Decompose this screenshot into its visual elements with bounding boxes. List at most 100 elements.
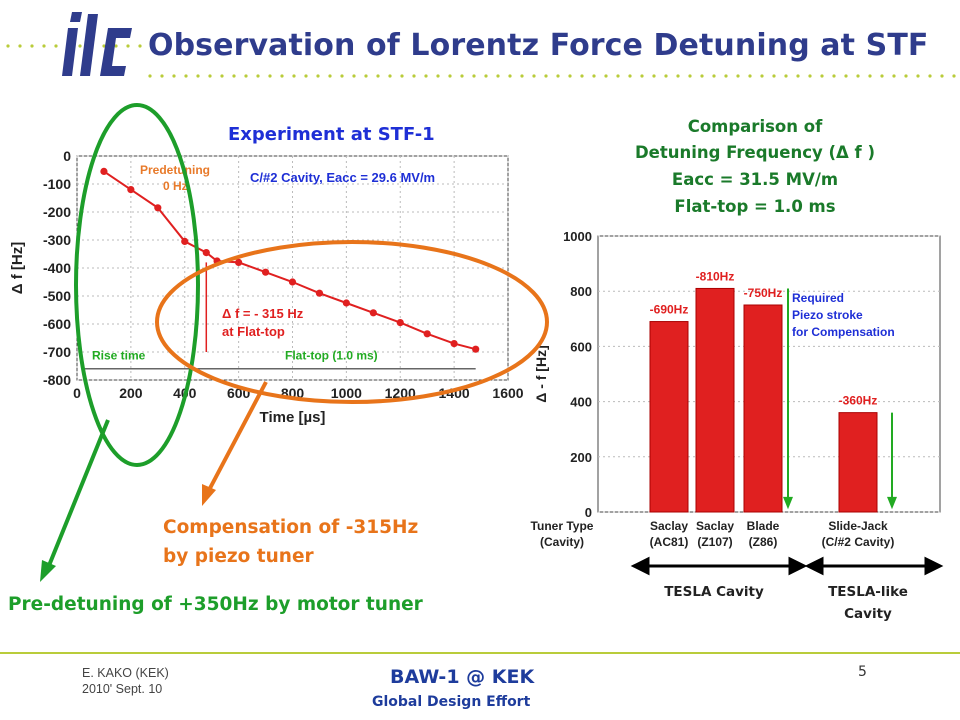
y-tick-label: -400 [43, 260, 71, 276]
piezo-stroke-arrowhead [783, 496, 793, 510]
x-tick-label: 1600 [492, 385, 523, 401]
header-dot [138, 44, 142, 48]
bar-y-tick-label: 0 [585, 505, 592, 520]
header-dot [832, 74, 836, 78]
header-dot [676, 74, 680, 78]
bar-category-label: Blade [747, 519, 780, 533]
bar-category-sublabel: (AC81) [650, 535, 689, 549]
header-dot [568, 74, 572, 78]
y-tick-label: -100 [43, 176, 71, 192]
x-tick-label: 1400 [439, 385, 470, 401]
footer-meeting: BAW-1 @ KEK [390, 666, 535, 688]
chart-title: C/#2 Cavity, Eacc = 29.6 MV/m [250, 170, 435, 185]
y-tick-label: -600 [43, 316, 71, 332]
header-dot [160, 74, 164, 78]
header-dot [388, 74, 392, 78]
header-dot [796, 74, 800, 78]
header-dot [544, 74, 548, 78]
annotation-flat-top-duration: Flat-top (1.0 ms) [285, 349, 378, 363]
bar [838, 412, 878, 513]
compensation-arrow-head [202, 484, 216, 506]
footer-author: E. KAKO (KEK) [82, 666, 169, 680]
header-dot [580, 74, 584, 78]
header-dot [952, 74, 956, 78]
detuning-bar-chart: 0 200 400 600 800 1000 Δ - f [Hz] -690Hz Saclay (… [531, 229, 941, 549]
bar-category-label: Slide-Jack [828, 519, 888, 533]
bar-data-label: -360Hz [839, 394, 878, 408]
predetuning-arrow-head [40, 560, 56, 582]
header-dot [256, 74, 260, 78]
detuning-point [181, 237, 189, 245]
detuning-point [202, 249, 210, 257]
header-dot [114, 44, 118, 48]
header-dot [856, 74, 860, 78]
bar-annotation: Piezo stroke [792, 308, 863, 322]
ilc-logo [62, 12, 132, 76]
bar-y-tick-label: 400 [570, 395, 592, 410]
detuning-point [154, 204, 162, 212]
bar-y-tick-label: 1000 [563, 229, 592, 244]
header-dot [42, 44, 46, 48]
header-dot [244, 74, 248, 78]
detuning-point [450, 340, 458, 348]
annotation-delta-f: Δ f = - 315 Hz [222, 306, 304, 321]
page-number: 5 [858, 664, 867, 680]
detuning-point [315, 289, 324, 297]
header-dot [148, 74, 152, 78]
header-dot [316, 74, 320, 78]
bar [695, 287, 735, 513]
header-dot [412, 74, 416, 78]
footer-organization: Global Design Effort [372, 694, 531, 710]
slide-jack-arrowhead [887, 496, 897, 510]
bar-axis-header: Tuner Type [531, 519, 594, 533]
detuning-point [213, 257, 221, 265]
header-dot [448, 74, 452, 78]
header-dot [484, 74, 488, 78]
footer-divider [0, 652, 960, 654]
header-dot [820, 74, 824, 78]
bar [743, 304, 783, 513]
detuning-point [369, 309, 377, 317]
annotation-rise-time: Rise time [92, 349, 146, 363]
header-dot [196, 74, 200, 78]
bar-data-label: -690Hz [650, 303, 689, 317]
bar-annotation: for Compensation [792, 325, 895, 339]
header-dot [532, 74, 536, 78]
detuning-line-chart: 0 200 400 600 800 1000 1200 1400 1600 0 -100 -200 -3… [9, 148, 524, 426]
header-dot [328, 74, 332, 78]
header-dot [126, 44, 130, 48]
annotation-flat-top: at Flat-top [222, 324, 285, 339]
header-dot [592, 74, 596, 78]
header-dot [232, 74, 236, 78]
bar-category-label: Saclay [696, 519, 734, 533]
detuning-point [423, 330, 431, 338]
header-dot [352, 74, 356, 78]
header-dot [496, 74, 500, 78]
header-dot [904, 74, 908, 78]
header-dot [424, 74, 428, 78]
tesla-cavity-label: TESLA Cavity [664, 584, 764, 600]
header-dot [436, 74, 440, 78]
header-dot [784, 74, 788, 78]
detuning-point [342, 299, 350, 307]
header-dot [18, 44, 22, 48]
y-tick-label: -300 [43, 232, 71, 248]
annotation-predetuning: Predetuning [140, 163, 210, 177]
y-axis-label: Δ f [Hz] [9, 242, 26, 294]
header-dot [520, 74, 524, 78]
header-dot [664, 74, 668, 78]
header-dot [772, 74, 776, 78]
detuning-point [288, 278, 297, 286]
comparison-line-2: Detuning Frequency (Δ f ) [634, 143, 876, 162]
header-dot [940, 74, 944, 78]
footer-date: 2010' Sept. 10 [82, 682, 163, 696]
header-dot [30, 44, 34, 48]
header-dot [292, 74, 296, 78]
bar-data-label: -750Hz [744, 286, 783, 300]
header-dot [376, 74, 380, 78]
x-tick-label: 400 [173, 385, 197, 401]
header-dot [892, 74, 896, 78]
header-dot [364, 74, 368, 78]
bar-axis-header-sub: (Cavity) [540, 535, 584, 549]
detuning-point [100, 167, 108, 175]
